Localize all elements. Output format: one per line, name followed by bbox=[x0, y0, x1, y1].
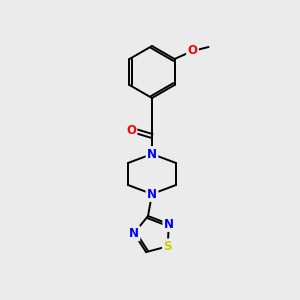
Text: N: N bbox=[164, 218, 174, 230]
Text: S: S bbox=[164, 240, 172, 253]
Text: N: N bbox=[147, 148, 157, 160]
Text: N: N bbox=[147, 188, 157, 200]
Text: N: N bbox=[129, 227, 139, 240]
Text: O: O bbox=[126, 124, 136, 136]
Text: O: O bbox=[188, 44, 197, 58]
